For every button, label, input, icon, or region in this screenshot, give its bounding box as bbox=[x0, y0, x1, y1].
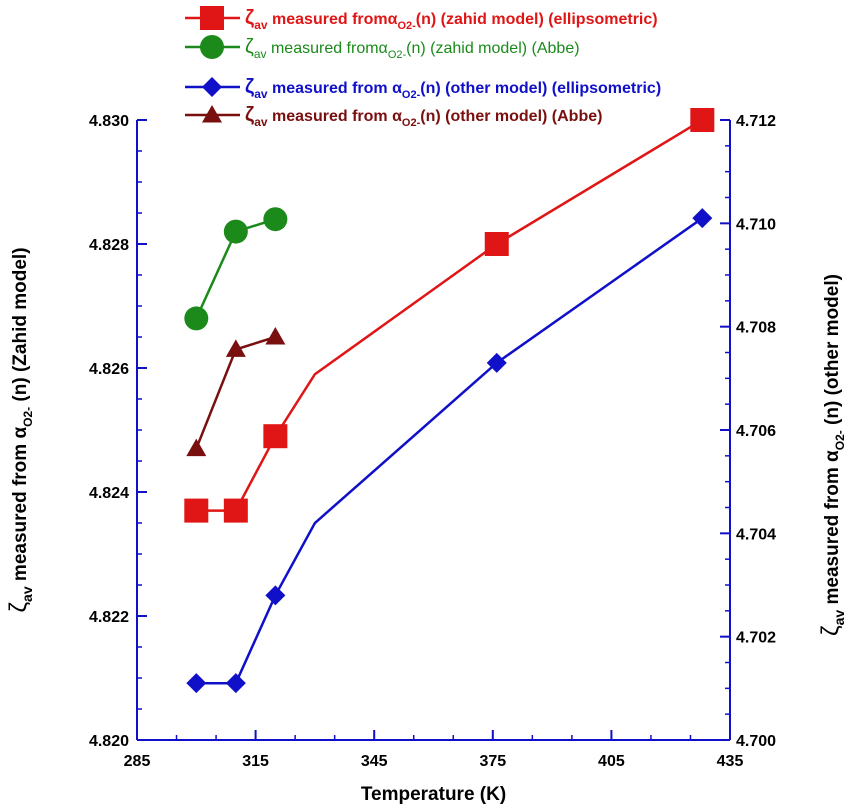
series-0 bbox=[184, 108, 715, 523]
data-point bbox=[184, 306, 209, 331]
x-axis-title: Temperature (K) bbox=[361, 784, 506, 805]
y-right-tick-label: 4.712 bbox=[736, 113, 776, 130]
data-point bbox=[263, 424, 288, 449]
axis-ticks: 285 315 345 375 405 435 4.820 4.822 4.824 4.826 4.… bbox=[89, 113, 776, 770]
data-point bbox=[484, 232, 509, 256]
legend-marker bbox=[202, 77, 222, 97]
x-tick-label: 285 bbox=[124, 753, 151, 770]
y-left-tick-label: 4.826 bbox=[89, 361, 129, 378]
y-left-tick-label: 4.828 bbox=[89, 237, 129, 254]
series-line bbox=[196, 118, 703, 512]
data-point bbox=[225, 339, 246, 357]
y-right-tick-label: 4.710 bbox=[736, 216, 776, 233]
y-left-axis-title: ζav measured from αO2- (n) (Zahid model) bbox=[5, 247, 35, 612]
x-tick-label: 435 bbox=[717, 753, 744, 770]
legend-label: ζav measured fromαO2-(n) (zahid model) (… bbox=[245, 36, 580, 61]
series-3 bbox=[186, 327, 286, 457]
data-point bbox=[263, 207, 288, 232]
data-point bbox=[486, 352, 507, 373]
data-point bbox=[690, 108, 715, 132]
data-point bbox=[186, 673, 207, 694]
legend-entry-2: ζav measured from αO2-(n) (other model) … bbox=[185, 76, 661, 101]
data-point bbox=[223, 498, 248, 523]
legend-marker bbox=[200, 6, 224, 30]
series-layer bbox=[184, 108, 715, 694]
data-point bbox=[184, 498, 209, 523]
data-point bbox=[692, 208, 713, 229]
legend-label: ζav measured fromαO2-(n) (zahid model) (… bbox=[245, 7, 658, 32]
legend-entry-3: ζav measured from αO2-(n) (other model) … bbox=[185, 104, 602, 129]
legend-marker bbox=[200, 35, 224, 59]
y-left-tick-label: 4.830 bbox=[89, 113, 129, 130]
y-right-axis-title: ζav measured from αO2- (n) (other model) bbox=[817, 274, 847, 636]
data-point bbox=[223, 219, 248, 244]
data-point bbox=[265, 585, 286, 606]
series-2 bbox=[186, 208, 713, 694]
series-1 bbox=[184, 207, 288, 331]
legend-marker bbox=[202, 105, 222, 123]
legend-entry-1: ζav measured fromαO2-(n) (zahid model) (… bbox=[185, 35, 580, 61]
axis-titles: Temperature (K) ζav measured from αO2- (n… bbox=[5, 247, 847, 805]
y-left-tick-label: 4.824 bbox=[89, 485, 129, 502]
data-point bbox=[186, 438, 207, 457]
data-point bbox=[265, 327, 286, 345]
x-tick-label: 375 bbox=[479, 753, 506, 770]
legend-label: ζav measured from αO2-(n) (other model) … bbox=[245, 104, 602, 129]
y-left-tick-label: 4.820 bbox=[89, 733, 129, 750]
y-left-tick-label: 4.822 bbox=[89, 609, 129, 626]
x-tick-label: 345 bbox=[361, 753, 388, 770]
x-tick-label: 405 bbox=[598, 753, 625, 770]
y-right-tick-label: 4.704 bbox=[736, 526, 776, 543]
series-line bbox=[196, 217, 704, 685]
y-right-tick-label: 4.706 bbox=[736, 423, 776, 440]
legend: ζav measured fromαO2-(n) (zahid model) (… bbox=[185, 6, 661, 129]
data-point bbox=[225, 673, 246, 694]
y-right-tick-label: 4.702 bbox=[736, 630, 776, 647]
legend-label: ζav measured from αO2-(n) (other model) … bbox=[245, 76, 661, 101]
y-right-tick-label: 4.708 bbox=[736, 320, 776, 337]
legend-entry-0: ζav measured fromαO2-(n) (zahid model) (… bbox=[185, 6, 658, 32]
y-right-tick-label: 4.700 bbox=[736, 733, 776, 750]
x-tick-label: 315 bbox=[242, 753, 269, 770]
plot-frame bbox=[136, 120, 731, 741]
